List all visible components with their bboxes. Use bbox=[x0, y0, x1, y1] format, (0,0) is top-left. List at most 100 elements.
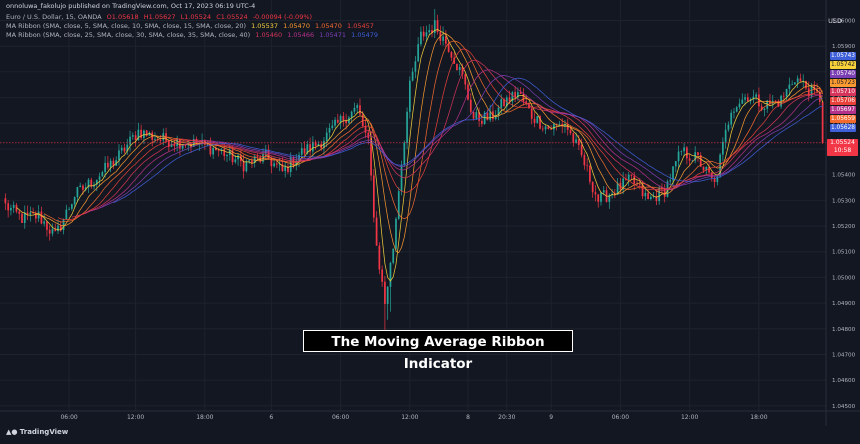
candle-body bbox=[242, 161, 245, 172]
candle-body bbox=[425, 32, 428, 37]
candle-body bbox=[669, 180, 672, 182]
candle-body bbox=[641, 184, 644, 197]
price-tick-label: 1.05300 bbox=[832, 198, 856, 204]
candle-body bbox=[361, 114, 364, 127]
candle-body bbox=[181, 144, 184, 149]
ohlc-high: H1.05627 bbox=[143, 13, 176, 21]
ma-ribbon-2-value: 1.05460 bbox=[255, 31, 283, 39]
candle-body bbox=[154, 139, 156, 140]
candle-body bbox=[447, 43, 450, 52]
candle-body bbox=[591, 181, 594, 193]
candle-body bbox=[15, 204, 18, 212]
ma-ribbon-2-value: 1.05466 bbox=[287, 31, 315, 39]
currency-label[interactable]: USD bbox=[828, 17, 842, 25]
ma-price-badge: 1.05706 bbox=[830, 97, 856, 105]
ma-ribbon-2-label[interactable]: MA Ribbon (SMA, close, 25, SMA, close, 3… bbox=[6, 31, 251, 39]
candle-body bbox=[408, 80, 411, 112]
candle-body bbox=[522, 93, 525, 102]
candle-body bbox=[577, 139, 580, 146]
candle-body bbox=[561, 123, 564, 127]
candle-body bbox=[658, 187, 661, 202]
candle-body bbox=[539, 116, 541, 129]
candle-body bbox=[530, 108, 533, 119]
candle-body bbox=[722, 141, 724, 155]
candle-body bbox=[481, 120, 483, 124]
candle-body bbox=[84, 187, 87, 190]
candle-body bbox=[697, 152, 699, 156]
candle-body bbox=[450, 51, 453, 58]
candle-body bbox=[123, 147, 126, 152]
ohlc-open: O1.05618 bbox=[106, 13, 139, 21]
candle-body bbox=[131, 135, 134, 137]
price-tick-label: 1.05000 bbox=[832, 275, 856, 281]
candle-body bbox=[57, 225, 59, 232]
candle-body bbox=[137, 129, 140, 141]
candle-body bbox=[467, 84, 469, 100]
candle-body bbox=[245, 161, 248, 172]
candle-body bbox=[162, 133, 165, 141]
candle-body bbox=[389, 262, 392, 287]
time-tick-label: 18:00 bbox=[750, 414, 767, 421]
candle-body bbox=[300, 148, 303, 155]
candle-body bbox=[569, 129, 572, 134]
candle-body bbox=[586, 165, 589, 167]
candle-body bbox=[633, 175, 636, 184]
candle-body bbox=[724, 129, 727, 142]
candle-body bbox=[309, 144, 311, 152]
candle-body bbox=[680, 151, 683, 152]
candle-body bbox=[367, 132, 370, 138]
candle-body bbox=[622, 178, 625, 190]
candle-body bbox=[708, 167, 710, 173]
ma-price-badge: 1.05697 bbox=[830, 106, 856, 114]
candle-body bbox=[525, 101, 528, 104]
time-tick-label: 12:00 bbox=[681, 414, 698, 421]
candle-body bbox=[517, 92, 519, 98]
candle-body bbox=[395, 218, 397, 249]
tradingview-logo-icon: ▲● bbox=[6, 428, 18, 436]
candle-body bbox=[68, 208, 70, 210]
candle-body bbox=[791, 84, 794, 85]
candle-body bbox=[40, 211, 43, 224]
candle-body bbox=[295, 160, 298, 166]
candle-body bbox=[267, 149, 270, 160]
candle-body bbox=[688, 158, 691, 161]
candle-body bbox=[226, 154, 228, 157]
ma-ribbon-1-label[interactable]: MA Ribbon (SMA, close, 5, SMA, close, 10… bbox=[6, 22, 247, 30]
symbol-name[interactable]: Euro / U.S. Dollar, 15, OANDA bbox=[6, 13, 102, 21]
candle-body bbox=[143, 130, 145, 138]
candle-body bbox=[270, 159, 273, 167]
candle-body bbox=[73, 197, 76, 205]
candle-body bbox=[167, 140, 170, 147]
candle-body bbox=[336, 119, 339, 123]
candle-body bbox=[758, 94, 760, 107]
caption-banner: The Moving Average Ribbon Indicator bbox=[303, 330, 573, 372]
candle-body bbox=[816, 89, 818, 92]
candle-body bbox=[353, 107, 356, 112]
ma-price-badge: 1.05723 bbox=[830, 79, 856, 87]
candle-body bbox=[51, 228, 54, 234]
ma-ribbon-1-value: 1.05470 bbox=[283, 22, 310, 30]
candle-body bbox=[760, 106, 763, 111]
price-tick-label: 1.04700 bbox=[832, 352, 856, 358]
candle-body bbox=[644, 192, 647, 197]
ma-line-5 bbox=[16, 29, 823, 282]
time-axis[interactable]: 06:00 12:00 18:00 6 06:00 12:00 8 20:30 9 06:00 12… bbox=[60, 414, 767, 421]
candle-body bbox=[794, 82, 796, 85]
price-tick-label: 1.05200 bbox=[832, 224, 856, 230]
candle-body bbox=[810, 85, 813, 97]
tradingview-logo[interactable]: ▲● TradingView bbox=[6, 428, 68, 436]
candle-body bbox=[278, 164, 281, 166]
price-tick-label: 1.05900 bbox=[832, 44, 856, 50]
candle-body bbox=[705, 167, 708, 171]
candle-body bbox=[312, 141, 314, 152]
candle-body bbox=[215, 147, 217, 151]
candle-body bbox=[453, 57, 456, 64]
candle-body bbox=[422, 31, 425, 37]
candle-body bbox=[536, 116, 539, 123]
time-tick-label: 9 bbox=[549, 414, 553, 421]
candle-body bbox=[752, 96, 755, 100]
candle-body bbox=[173, 144, 176, 147]
